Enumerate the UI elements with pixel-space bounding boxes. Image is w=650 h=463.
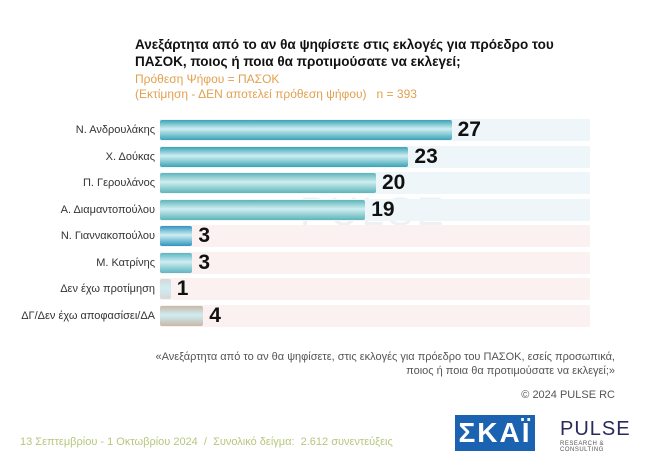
logo-pulse: PULSE [560, 418, 631, 440]
row-background [160, 225, 590, 247]
value-label: 20 [382, 171, 406, 194]
bar [160, 173, 376, 193]
footnote: «Ανεξάρτητα από το αν θα ψηφίσετε, στις … [155, 351, 615, 377]
bar [160, 226, 193, 246]
category-label: Δεν έχω προτίμηση [60, 283, 155, 295]
bar [160, 120, 452, 140]
value-label: 23 [414, 144, 438, 168]
value-label: 3 [198, 224, 211, 247]
value-label: 3 [198, 250, 211, 274]
value-label: 1 [176, 277, 189, 300]
row-background [160, 304, 590, 327]
bar [160, 305, 204, 326]
row-background [160, 278, 590, 300]
bar [160, 199, 366, 220]
fieldwork: 13 Σεπτεμβρίου - 1 Οκτωβρίου 2024 / Συνο… [20, 436, 393, 448]
copyright: © 2024 PULSE RC [521, 389, 615, 401]
category-label: Α. Διαμαντοπούλου [60, 203, 155, 216]
logo-pulse-sub: RESEARCH & CONSULTING [560, 441, 605, 453]
category-label: ΔΓ/Δεν έχω αποφασίσει/ΔΑ [21, 309, 155, 322]
value-label: 19 [371, 197, 395, 221]
bar [160, 146, 409, 167]
logo-skai: ΣΚΑΪ [455, 415, 535, 451]
category-label: Π. Γερουλάνος [82, 177, 155, 189]
chart-title: Ανεξάρτητα από το αν θα ψηφίσετε στις εκ… [135, 37, 554, 69]
note: (Εκτίμηση - ΔΕΝ αποτελεί πρόθεση ψήφου) … [135, 87, 417, 101]
subtitle: Πρόθεση Ψήφου = ΠΑΣΟΚ [135, 72, 280, 86]
category-label: Μ. Κατρίνης [96, 256, 155, 269]
value-label: 4 [209, 303, 221, 327]
row-background [160, 251, 590, 274]
bar [160, 252, 193, 273]
bar [160, 279, 171, 299]
category-label: Ν. Ανδρουλάκης [75, 124, 155, 136]
value-label: 27 [457, 118, 481, 141]
category-label: Χ. Δούκας [105, 150, 155, 163]
category-label: Ν. Γιαννακοπούλου [60, 230, 155, 242]
